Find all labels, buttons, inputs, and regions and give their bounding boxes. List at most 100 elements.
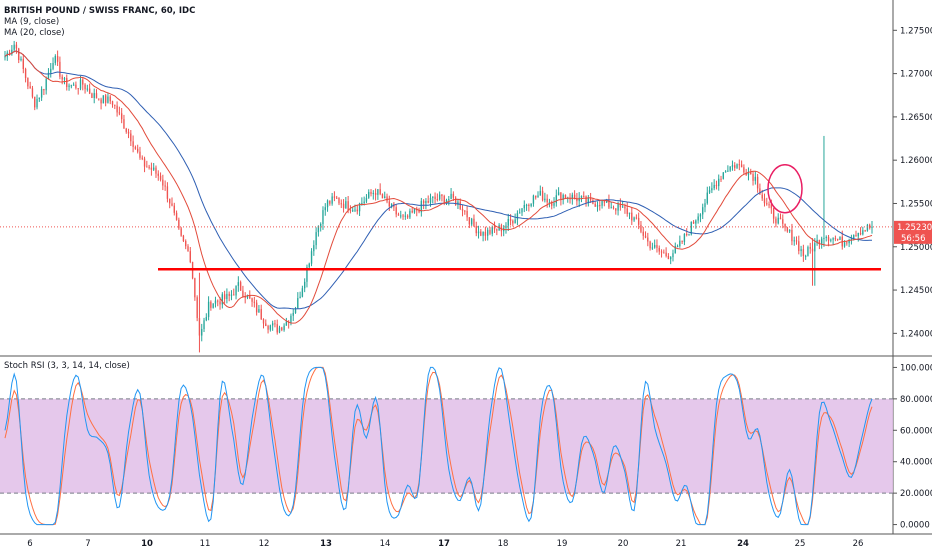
candle-body [587,198,590,204]
candle-body [63,77,66,80]
candle-body [557,192,560,196]
candle-body [425,200,427,204]
candle-body [553,203,555,206]
candle-body [525,204,528,206]
candle-body [162,179,164,186]
candle-body [743,167,745,173]
time-tick-label: 26 [853,539,864,549]
candle-body [340,203,342,205]
candle-body [331,196,333,204]
candle-body [603,200,606,203]
symbol-title[interactable]: BRITISH POUND / SWISS FRANC, 60, IDC [4,6,196,16]
candle-body [361,202,363,204]
candle-body [516,213,519,220]
candle-body [734,165,736,168]
candle-body [839,236,841,240]
candle-body [109,96,111,102]
candle-body [551,202,553,206]
ma20-line [4,50,873,310]
candle-body [411,210,413,213]
candle-body [720,178,722,180]
candle-body [413,208,416,213]
candle-body [674,246,676,254]
candle-body [670,257,672,260]
candle-body [761,194,763,199]
candle-body [786,227,789,232]
candle-body [825,236,827,239]
candle-body [486,229,489,236]
candle-body [153,167,155,170]
candle-body [84,84,86,90]
candle-body [47,72,50,80]
ma20-label[interactable]: MA (20, close) [4,28,65,38]
candle-body [601,200,603,206]
candle-body [688,234,690,236]
price-tick-label: 1.24500 [900,286,932,296]
candle-body [31,88,34,97]
time-tick-label: 12 [259,539,270,549]
candle-body [633,217,635,221]
candle-body [740,164,743,168]
candle-body [297,298,299,309]
stoch-label[interactable]: Stoch RSI (3, 3, 14, 14, close) [4,361,130,371]
candle-body [500,225,503,232]
candle-body [320,224,322,226]
candle-body [377,189,379,195]
candle-body [610,207,612,209]
candle-body [702,207,704,215]
candle-body [596,205,599,207]
candle-body [759,188,761,195]
candle-body [326,200,329,208]
candle-body [514,219,516,224]
candle-body [756,176,759,189]
candle-body [203,320,205,329]
candle-body [768,204,770,206]
candle-body [807,247,809,256]
candle-body [438,194,441,200]
candle-body [692,221,695,224]
candle-body [576,197,578,202]
candle-body [45,79,47,91]
candle-body [521,208,523,213]
candle-body [436,198,439,200]
ma9-label[interactable]: MA (9, close) [4,17,60,27]
candle-body [221,294,224,305]
candle-body [637,217,640,225]
candle-body [784,223,786,228]
candle-body [704,203,706,208]
candle-body [546,198,548,203]
candle-body [544,198,546,201]
candle-body [8,52,11,55]
candle-body [866,224,869,231]
candle-body [459,201,461,209]
candle-body [708,190,711,193]
candle-body [583,195,585,197]
candle-body [660,251,663,253]
candle-body [185,241,187,247]
candle-body [178,219,180,229]
candle-body [379,189,381,195]
candle-body [594,203,596,207]
stoch-tick-label: 20.0000 [900,489,932,499]
candle-body [491,226,493,234]
candle-body [52,63,54,69]
candle-body [388,201,391,207]
candle-body [731,165,734,167]
candle-body [564,194,567,199]
candle-body [578,197,580,202]
candle-body [711,188,713,191]
candle-body [196,297,198,319]
candle-body [169,198,171,204]
candle-body [329,200,331,204]
candle-body [409,210,411,218]
candle-body [418,210,420,213]
candle-body [143,158,146,167]
candle-body [365,197,368,202]
candle-body [667,256,670,260]
candle-body [24,68,27,78]
candle-body [173,205,175,213]
candle-body [795,240,798,242]
candle-body [864,230,866,232]
candle-body [466,210,468,218]
